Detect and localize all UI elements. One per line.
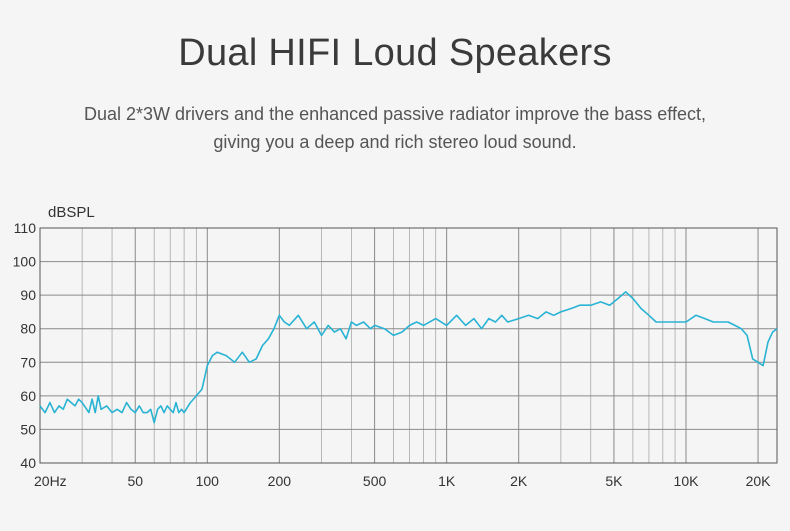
y-tick-label: 70 — [20, 354, 36, 370]
y-axis-ticks: 110 100 90 80 70 60 50 40 — [13, 220, 37, 471]
page-title: Dual HIFI Loud Speakers — [178, 32, 612, 74]
y-tick-label: 60 — [20, 388, 36, 404]
y-tick-label: 90 — [20, 287, 36, 303]
x-tick-label: 500 — [363, 473, 387, 489]
response-curve — [39, 291, 778, 424]
x-tick-label: 200 — [268, 473, 292, 489]
y-tick-label: 40 — [20, 455, 36, 471]
y-axis-label: dBSPL — [48, 204, 95, 221]
subtitle-line-1: Dual 2*3W drivers and the enhanced passi… — [83, 104, 706, 124]
x-tick-label: 5K — [605, 473, 623, 489]
plot-frame — [39, 227, 778, 464]
page-subtitle: Dual 2*3W drivers and the enhanced passi… — [0, 100, 790, 156]
minor-grid — [81, 228, 676, 463]
x-tick-label: 10K — [674, 473, 700, 489]
x-tick-label: 20Hz — [34, 473, 67, 489]
y-tick-label: 50 — [20, 421, 36, 437]
x-tick-label: 100 — [196, 473, 220, 489]
x-tick-label: 2K — [510, 473, 528, 489]
x-tick-label: 20K — [746, 473, 772, 489]
subtitle-line-2: giving you a deep and rich stereo loud s… — [213, 132, 577, 152]
x-axis-ticks: 20Hz 50 100 200 500 1K 2K 5K 10K 20K — [34, 473, 771, 489]
x-tick-label: 1K — [438, 473, 456, 489]
y-tick-label: 110 — [14, 220, 37, 236]
y-tick-label: 80 — [20, 321, 36, 337]
y-tick-label: 100 — [13, 254, 37, 270]
x-tick-label: 50 — [127, 473, 143, 489]
major-grid — [39, 227, 777, 464]
